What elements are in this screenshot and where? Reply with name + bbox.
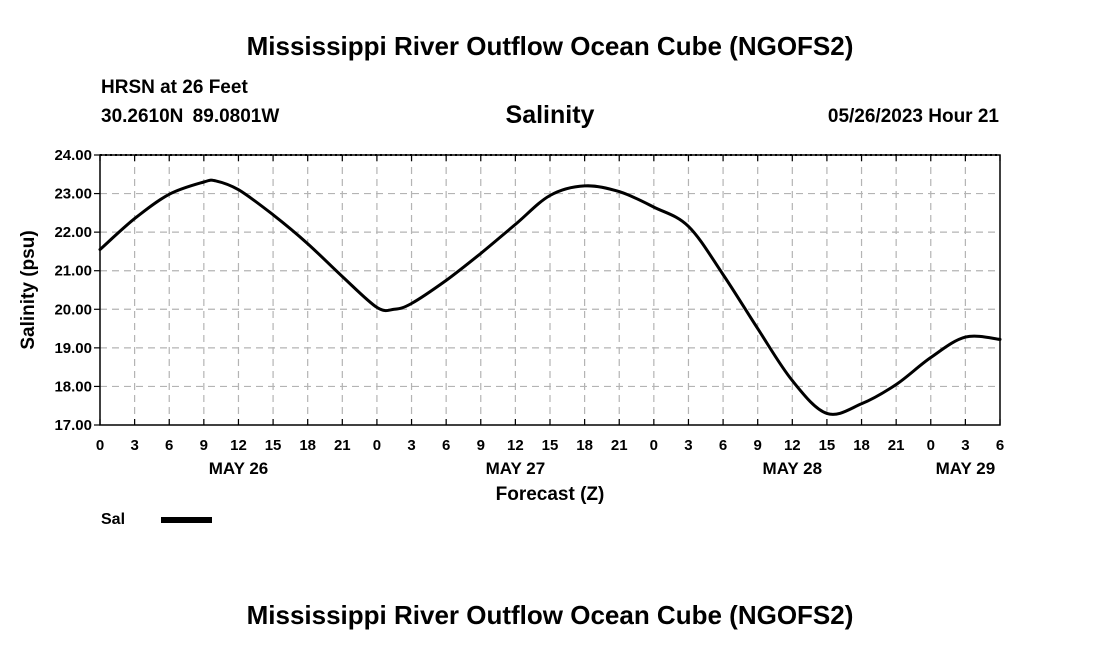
x-tick-label: 15 <box>265 437 282 454</box>
y-axis: 17.00 18.00 19.00 20.00 21.00 22.00 23.00 24.00 <box>54 147 100 434</box>
y-tick-label: 22.00 <box>54 224 92 241</box>
x-tick-label: 18 <box>576 437 593 454</box>
date-label: MAY 27 <box>486 459 546 478</box>
x-tick-label: 0 <box>650 437 658 454</box>
x-tick-label: 21 <box>611 437 628 454</box>
chart-footer-title: Mississippi River Outflow Ocean Cube (NG… <box>246 600 854 630</box>
x-axis: 0 3 6 9 12 15 18 21 0 3 6 9 12 15 18 21 0 3 6 9 12 15 18 21 0 3 6 <box>96 155 1004 454</box>
legend-label: Sal <box>101 511 126 528</box>
date-label: MAY 26 <box>209 459 269 478</box>
x-tick-label: 0 <box>96 437 104 454</box>
x-tick-label: 15 <box>542 437 559 454</box>
y-tick-label: 18.00 <box>54 378 92 395</box>
x-tick-label: 9 <box>477 437 485 454</box>
y-axis-title: Salinity (psu) <box>18 230 39 349</box>
x-tick-label: 3 <box>961 437 969 454</box>
x-tick-label: 3 <box>407 437 415 454</box>
x-tick-label: 12 <box>230 437 247 454</box>
y-tick-label: 19.00 <box>54 340 92 357</box>
date-label: MAY 29 <box>936 459 996 478</box>
x-tick-label: 21 <box>888 437 905 454</box>
x-tick-label: 9 <box>200 437 208 454</box>
y-tick-label: 24.00 <box>54 147 92 164</box>
grid <box>100 155 1000 425</box>
y-tick-label: 21.00 <box>54 263 92 280</box>
x-tick-label: 12 <box>507 437 524 454</box>
x-tick-label: 6 <box>165 437 173 454</box>
y-tick-label: 20.00 <box>54 301 92 318</box>
x-tick-label: 12 <box>784 437 801 454</box>
y-tick-label: 23.00 <box>54 186 92 203</box>
date-labels: MAY 26 MAY 27 MAY 28 MAY 29 <box>209 459 995 478</box>
x-tick-label: 18 <box>299 437 316 454</box>
chart-main-title: Mississippi River Outflow Ocean Cube (NG… <box>246 31 854 61</box>
series-line-sal <box>98 178 1002 416</box>
chart-subtitle: Salinity <box>505 101 595 129</box>
x-tick-label: 0 <box>927 437 935 454</box>
date-label: MAY 28 <box>763 459 823 478</box>
forecast-timestamp: 05/26/2023 Hour 21 <box>827 106 999 127</box>
x-tick-label: 9 <box>754 437 762 454</box>
x-tick-label: 6 <box>442 437 450 454</box>
x-tick-label: 6 <box>996 437 1004 454</box>
x-tick-label: 18 <box>853 437 870 454</box>
x-tick-label: 6 <box>719 437 727 454</box>
x-tick-label: 3 <box>130 437 138 454</box>
x-tick-label: 0 <box>373 437 381 454</box>
x-tick-label: 21 <box>334 437 351 454</box>
x-axis-title: Forecast (Z) <box>496 484 605 505</box>
x-tick-label: 3 <box>684 437 692 454</box>
station-coordinates: 30.2610N 89.0801W <box>101 106 280 127</box>
legend-line-swatch <box>161 517 212 523</box>
station-name: HRSN at 26 Feet <box>101 77 248 98</box>
y-tick-label: 17.00 <box>54 417 92 434</box>
x-tick-label: 15 <box>819 437 836 454</box>
